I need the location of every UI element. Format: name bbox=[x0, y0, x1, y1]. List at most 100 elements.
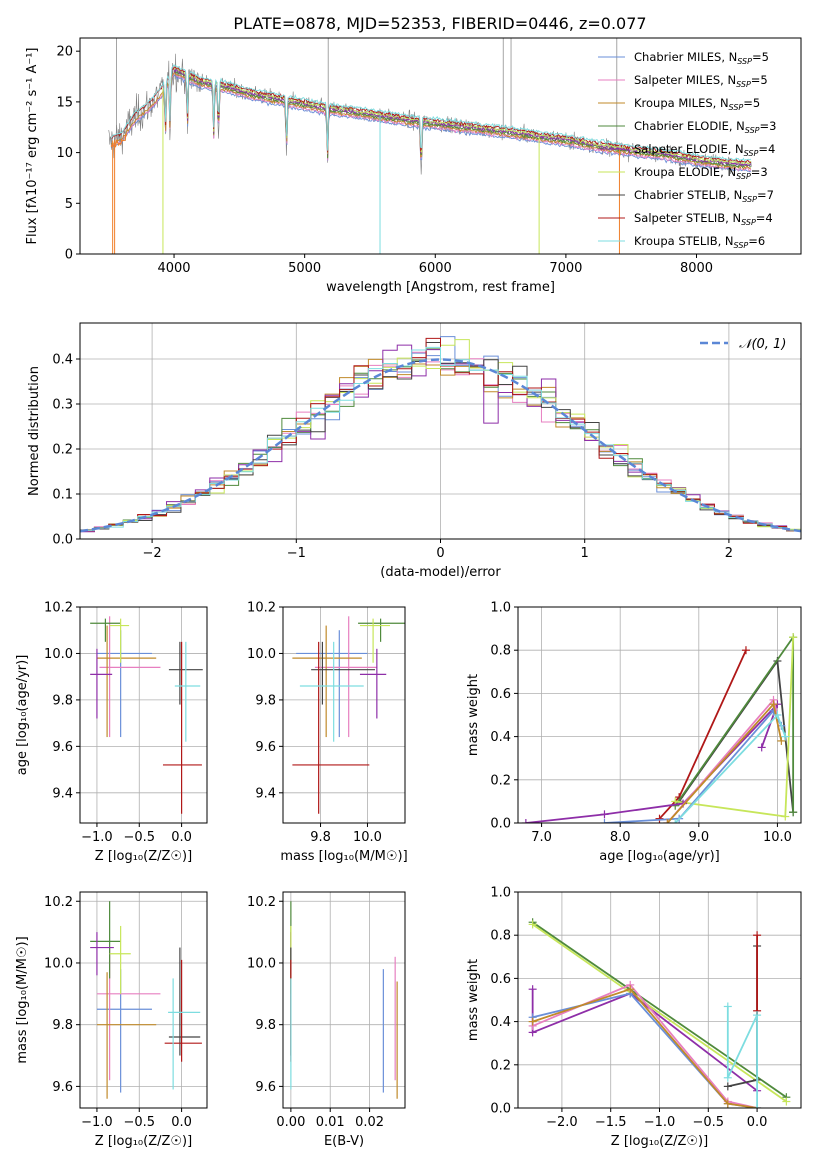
x-axis-label: age [log₁₀(age/yr)] bbox=[599, 849, 720, 864]
plot-area bbox=[521, 633, 798, 823]
y-tick-label: 9.6 bbox=[255, 1080, 276, 1095]
y-tick-label: 0.8 bbox=[490, 644, 511, 659]
model-spectrum bbox=[173, 69, 751, 168]
legend-value: =6 bbox=[748, 234, 765, 248]
y-tick-label: 9.4 bbox=[52, 786, 73, 801]
legend-value: =5 bbox=[752, 50, 769, 64]
legend-text: Kroupa MILES, N bbox=[634, 96, 729, 110]
axes-frame bbox=[79, 891, 208, 1109]
y-tick-label: 0.3 bbox=[52, 398, 73, 413]
axes-frame bbox=[517, 606, 802, 824]
weight-line bbox=[532, 988, 758, 1108]
legend-sub: SSP bbox=[736, 172, 751, 181]
weight-line bbox=[532, 983, 758, 1108]
legend-text: Chabrier MILES, N bbox=[634, 50, 737, 64]
y-tick-label: 9.8 bbox=[52, 693, 73, 708]
legend-sub: SSP bbox=[729, 103, 744, 112]
panel-mass_vs_Z: −1.0 −0.5 0.0 9.6 9.8 10.0 10.2 Z [log₁₀(Z/Z☉)]… bbox=[15, 891, 208, 1149]
normal-curve bbox=[80, 358, 801, 533]
panel-age_vs_Z: −1.0 −0.5 0.0 9.4 9.6 9.8 10.0 10.2 Z [log₁₀(Z/Z… bbox=[15, 601, 208, 864]
x-tick-label: 6000 bbox=[419, 261, 452, 276]
weight-line bbox=[531, 989, 758, 1092]
legend-value: =5 bbox=[751, 73, 768, 87]
y-tick-label: 9.6 bbox=[255, 740, 276, 755]
x-tick-label: −2.0 bbox=[546, 1115, 578, 1130]
y-tick-label: 9.6 bbox=[52, 740, 73, 755]
x-tick-label: 4000 bbox=[157, 261, 190, 276]
legend-sub: SSP bbox=[734, 241, 749, 250]
y-tick-label: 9.8 bbox=[255, 1018, 276, 1033]
x-tick-label: 0.0 bbox=[171, 830, 192, 845]
x-axis-label: (data-model)/error bbox=[380, 565, 501, 580]
legend-text: Kroupa STELIB, N bbox=[634, 234, 734, 248]
x-tick-label: 0.0 bbox=[747, 1115, 768, 1130]
y-tick-label: 0.4 bbox=[52, 353, 73, 368]
y-tick-label: 0.2 bbox=[490, 773, 511, 788]
x-tick-label: 7.0 bbox=[531, 830, 552, 845]
model-spectrum bbox=[111, 74, 752, 173]
y-tick-label: 0.8 bbox=[490, 929, 511, 944]
plot-area bbox=[90, 901, 202, 1099]
legend-label: Salpeter ELODIE, NSSP=4 bbox=[634, 142, 775, 158]
y-tick-label: 9.6 bbox=[52, 1080, 73, 1095]
x-axis-label: Z [log₁₀(Z/Z☉)] bbox=[611, 1134, 708, 1149]
figure-title: PLATE=0878, MJD=52353, FIBERID=0446, z=0… bbox=[233, 14, 646, 33]
x-tick-label: 2 bbox=[725, 546, 733, 561]
legend-label: Kroupa ELODIE, NSSP=3 bbox=[634, 165, 768, 181]
y-tick-label: 10.2 bbox=[247, 895, 276, 910]
y-tick-label: 1.0 bbox=[490, 601, 511, 616]
y-axis-label: age [log₁₀(age/yr)] bbox=[15, 655, 30, 776]
model-spectrum bbox=[111, 72, 752, 172]
y-tick-label: 10.0 bbox=[247, 647, 276, 662]
y-tick-label: 5 bbox=[65, 197, 73, 212]
legend-value: =7 bbox=[757, 188, 774, 202]
weight-line bbox=[532, 923, 787, 1103]
residual-histogram bbox=[80, 358, 801, 531]
y-tick-label: 10.0 bbox=[247, 956, 276, 971]
plot-area bbox=[528, 918, 791, 1108]
observed-spectrum bbox=[108, 53, 752, 175]
panel-age_vs_mass: 9.8 10.0 9.4 9.6 9.8 10.0 10.2 mass [log₁₀(M/M☉… bbox=[247, 601, 408, 865]
legend-sub: SSP bbox=[742, 195, 757, 204]
y-axis-label: Normed distribution bbox=[27, 366, 42, 496]
panel-mass_vs_EBV: 0.00 0.01 0.02 9.6 9.8 10.0 10.2 E(B-V) bbox=[247, 891, 406, 1149]
y-tick-label: 0.2 bbox=[490, 1058, 511, 1073]
legend-label: Kroupa MILES, NSSP=5 bbox=[634, 96, 760, 112]
y-tick-label: 0.1 bbox=[52, 488, 73, 503]
plot-area bbox=[80, 336, 801, 533]
legend-label: 𝒩(0, 1) bbox=[739, 337, 786, 352]
legend-value: =3 bbox=[751, 165, 768, 179]
y-tick-label: 0.0 bbox=[52, 533, 73, 548]
x-axis-label: Z [log₁₀(Z/Z☉)] bbox=[95, 849, 192, 864]
x-tick-label: 0.02 bbox=[355, 1115, 384, 1130]
y-tick-label: 10.0 bbox=[44, 956, 73, 971]
x-tick-label: 10.0 bbox=[763, 830, 792, 845]
plot-area bbox=[290, 901, 398, 1099]
y-tick-label: 0.4 bbox=[490, 1015, 511, 1030]
weight-line bbox=[532, 921, 787, 1098]
panel-spectrum: 4000 5000 6000 7000 8000 0 5 10 15 20 wavelength [… bbox=[25, 37, 802, 295]
x-tick-label: 0.00 bbox=[276, 1115, 305, 1130]
x-tick-label: 8000 bbox=[680, 261, 713, 276]
legend-sub: SSP bbox=[744, 149, 759, 158]
legend-value: =5 bbox=[743, 96, 760, 110]
x-tick-label: 9.0 bbox=[688, 830, 709, 845]
axes-frame bbox=[282, 606, 406, 824]
x-tick-label: 0 bbox=[436, 546, 444, 561]
legend-label: Kroupa STELIB, NSSP=6 bbox=[634, 234, 765, 250]
x-tick-label: −1.0 bbox=[644, 1115, 676, 1130]
y-tick-label: 9.8 bbox=[52, 1018, 73, 1033]
x-tick-label: −0.5 bbox=[693, 1115, 725, 1130]
y-tick-label: 0.6 bbox=[490, 972, 511, 987]
weight-line bbox=[726, 1006, 758, 1108]
legend-text: Chabrier STELIB, N bbox=[634, 188, 742, 202]
x-tick-label: −0.5 bbox=[123, 1115, 155, 1130]
legend-sub: SSP bbox=[745, 126, 760, 135]
y-tick-label: 0.0 bbox=[490, 1102, 511, 1117]
x-axis-label: wavelength [Angstrom, rest frame] bbox=[326, 280, 555, 295]
x-tick-label: 0.01 bbox=[316, 1115, 345, 1130]
y-axis-label: mass weight bbox=[466, 674, 481, 756]
legend-label: Chabrier MILES, NSSP=5 bbox=[634, 50, 769, 66]
